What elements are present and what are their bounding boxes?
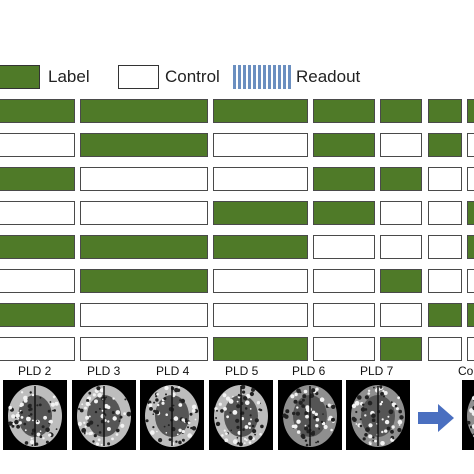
- encoding-cell-label: [213, 201, 308, 225]
- encoding-cell-control: [313, 235, 375, 259]
- encoding-cell-control: [213, 303, 308, 327]
- encoding-cell-control: [313, 269, 375, 293]
- encoding-cell-label: [80, 133, 208, 157]
- encoding-cell-label: [428, 99, 462, 123]
- legend-label-control: Control: [165, 67, 220, 86]
- encoding-cell-control: [80, 167, 208, 191]
- legend-label-readout: Readout: [296, 67, 361, 86]
- pld-label: Co: [458, 364, 474, 378]
- encoding-cell-control: [0, 337, 75, 361]
- encoding-cell-label: [313, 133, 375, 157]
- encoding-cell-label: [313, 167, 375, 191]
- encoding-cell-control: [80, 303, 208, 327]
- encoding-cell-control: [380, 303, 422, 327]
- encoding-cell-label: [80, 269, 208, 293]
- encoding-cell-label: [0, 235, 75, 259]
- brain-slice-image: [278, 380, 342, 450]
- encoding-cell-control: [313, 337, 375, 361]
- encoding-cell-control: [0, 133, 75, 157]
- pld-label: PLD 4: [156, 364, 190, 378]
- encoding-cell-control: [213, 133, 308, 157]
- legend-swatch-control: [118, 65, 159, 89]
- pld-label: PLD 3: [87, 364, 121, 378]
- encoding-cell-control: [428, 201, 462, 225]
- encoding-cell-control: [428, 337, 462, 361]
- encoding-cell-control: [213, 167, 308, 191]
- encoding-cell-label: [0, 303, 75, 327]
- right-arrow-icon: [418, 404, 454, 432]
- encoding-cell-label: [428, 303, 462, 327]
- brain-slice-image: [346, 380, 410, 450]
- encoding-cell-control: [0, 201, 75, 225]
- encoding-cell-control: [313, 303, 375, 327]
- encoding-cell-control: [428, 167, 462, 191]
- pld-label: PLD 6: [292, 364, 326, 378]
- encoding-cell-label: [380, 167, 422, 191]
- encoding-cell-control: [380, 133, 422, 157]
- encoding-cell-label: [0, 167, 75, 191]
- encoding-cell-label: [213, 99, 308, 123]
- encoding-cell-label: [213, 337, 308, 361]
- pld-label: PLD 2: [18, 364, 52, 378]
- encoding-cell-control: [380, 201, 422, 225]
- encoding-cell-label: [313, 99, 375, 123]
- encoding-cell-control: [213, 269, 308, 293]
- legend-swatch-label: [0, 65, 40, 89]
- encoding-cell-control: [428, 269, 462, 293]
- brain-slice-image: [3, 380, 67, 450]
- legend-label-label: Label: [48, 67, 90, 86]
- brain-slice-image: [209, 380, 273, 450]
- encoding-cell-control: [380, 235, 422, 259]
- encoding-cell-control: [467, 167, 474, 191]
- encoding-cell-label: [467, 303, 474, 327]
- pld-label: PLD 7: [360, 364, 394, 378]
- pld-label: PLD 5: [225, 364, 259, 378]
- encoding-cell-label: [80, 235, 208, 259]
- encoding-cell-control: [428, 235, 462, 259]
- legend-swatch-readout: [233, 65, 291, 89]
- encoding-cell-label: [467, 99, 474, 123]
- encoding-cell-label: [428, 133, 462, 157]
- encoding-cell-label: [0, 99, 75, 123]
- encoding-cell-label: [80, 99, 208, 123]
- encoding-cell-control: [467, 337, 474, 361]
- encoding-cell-label: [313, 201, 375, 225]
- brain-slice-image: [462, 380, 474, 450]
- encoding-cell-label: [213, 235, 308, 259]
- encoding-cell-label: [380, 337, 422, 361]
- encoding-cell-label: [467, 235, 474, 259]
- encoding-cell-control: [467, 269, 474, 293]
- encoding-cell-label: [467, 201, 474, 225]
- encoding-cell-control: [80, 201, 208, 225]
- encoding-cell-label: [380, 99, 422, 123]
- encoding-cell-control: [467, 133, 474, 157]
- encoding-cell-control: [80, 337, 208, 361]
- encoding-cell-control: [0, 269, 75, 293]
- brain-slice-image: [72, 380, 136, 450]
- brain-slice-image: [140, 380, 204, 450]
- encoding-cell-label: [380, 269, 422, 293]
